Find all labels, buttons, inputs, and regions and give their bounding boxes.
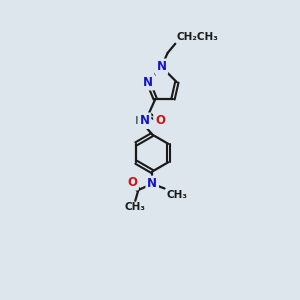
Text: N: N bbox=[143, 76, 153, 89]
Text: CH₂CH₃: CH₂CH₃ bbox=[177, 32, 219, 42]
Text: O: O bbox=[155, 114, 165, 127]
Text: H: H bbox=[135, 116, 143, 126]
Text: O: O bbox=[127, 176, 137, 189]
Text: N: N bbox=[147, 177, 157, 190]
Text: N: N bbox=[140, 114, 149, 127]
Text: N: N bbox=[157, 60, 166, 73]
Text: CH₃: CH₃ bbox=[166, 190, 187, 200]
Text: CH₃: CH₃ bbox=[125, 202, 146, 212]
